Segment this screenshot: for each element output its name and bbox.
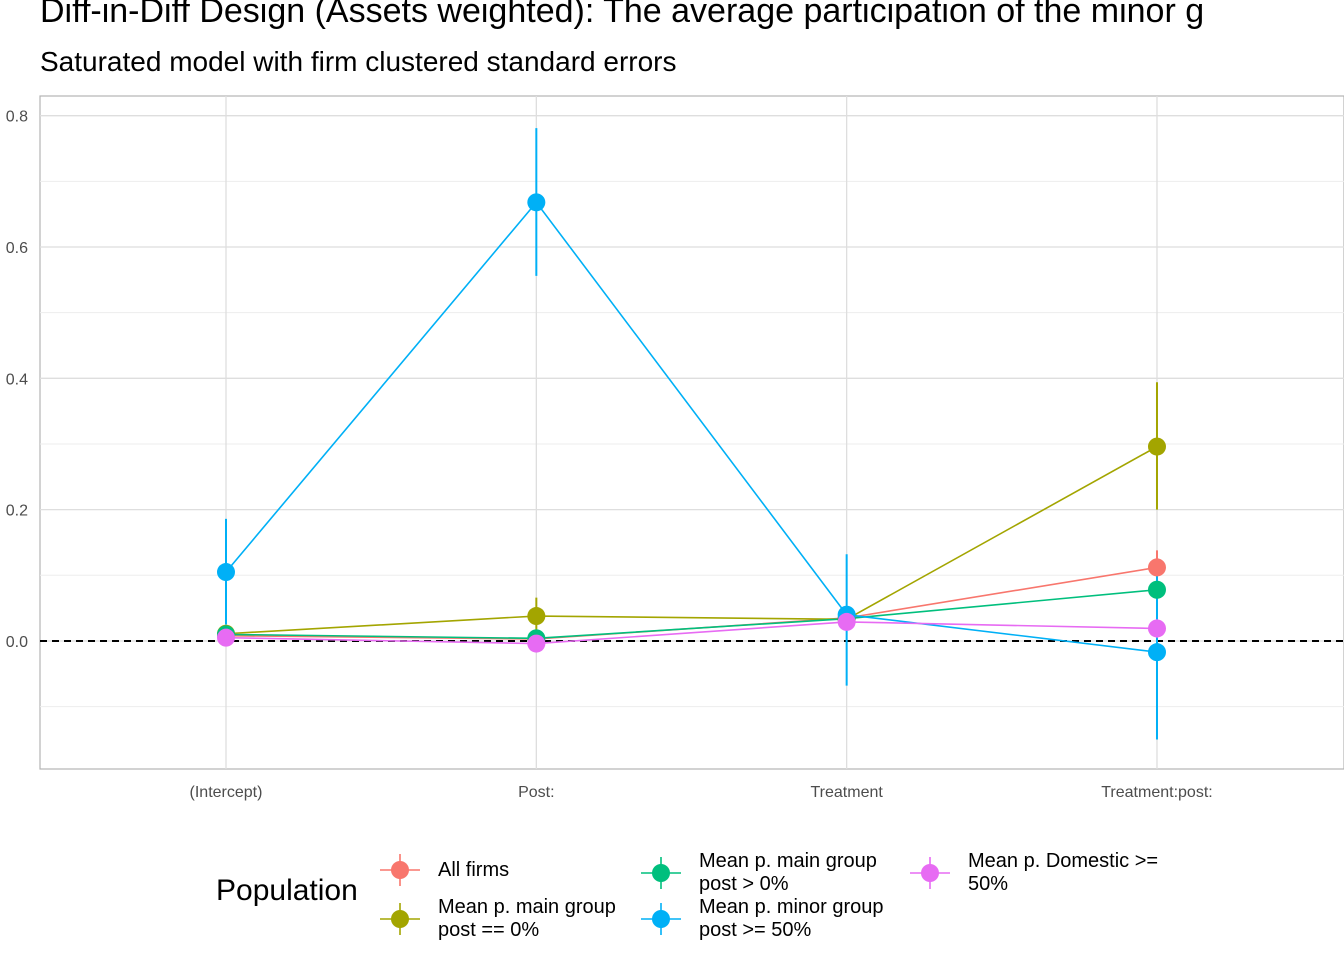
data-point [837, 612, 856, 631]
data-point [1147, 580, 1166, 599]
x-tick-label: Treatment:post: [1101, 784, 1212, 801]
x-tick-label: Post: [518, 784, 554, 801]
legend-label: Mean p. Domestic >= 50% [968, 850, 1159, 895]
legend-label: Mean p. main group post == 0% [438, 896, 616, 941]
y-tick-label: 0.0 [6, 634, 28, 651]
data-point [527, 193, 546, 212]
data-point [1147, 619, 1166, 638]
y-tick-label: 0.6 [6, 240, 28, 257]
plot-panel [39, 95, 1344, 770]
legend-item-domestic: Mean p. Domestic >= 50% [910, 850, 1158, 896]
data-point [1147, 643, 1166, 662]
y-tick-label: 0.8 [6, 109, 28, 126]
data-point [217, 563, 235, 582]
legend-item-main-group-zero: Mean p. main group post == 0% [380, 896, 616, 942]
legend-key-icon [380, 903, 420, 935]
legend-item-main-group-positive: Mean p. main group post > 0% [641, 850, 877, 896]
y-tick-label: 0.2 [6, 503, 28, 520]
y-tick-label: 0.4 [6, 371, 28, 388]
series-line [225, 621, 1158, 645]
data-point [527, 607, 546, 626]
legend-key-icon [641, 903, 681, 935]
data-point [1147, 437, 1166, 456]
legend-item-minor-group: Mean p. minor group post >= 50% [641, 896, 884, 942]
legend-key-icon [910, 857, 950, 889]
series-line [225, 588, 1158, 640]
legend-label: Mean p. minor group post >= 50% [699, 896, 884, 941]
data-point [217, 628, 235, 647]
x-tick-label: (Intercept) [190, 784, 263, 801]
data-point [527, 634, 546, 653]
legend-key-icon [641, 857, 681, 889]
legend-title: Population [216, 874, 358, 907]
legend-item-all-firms: All firms [380, 850, 509, 890]
series-line [225, 445, 1158, 635]
x-tick-label: Treatment [810, 784, 883, 801]
legend-key-icon [380, 854, 420, 886]
chart-title: Diff-in-Diff Design (Assets weighted): T… [40, 0, 1205, 30]
legend-label: Mean p. main group post > 0% [699, 850, 877, 895]
legend-label: All firms [438, 858, 510, 881]
series-line [225, 201, 1158, 653]
data-point [1147, 558, 1166, 577]
chart-subtitle: Saturated model with firm clustered stan… [40, 46, 677, 77]
